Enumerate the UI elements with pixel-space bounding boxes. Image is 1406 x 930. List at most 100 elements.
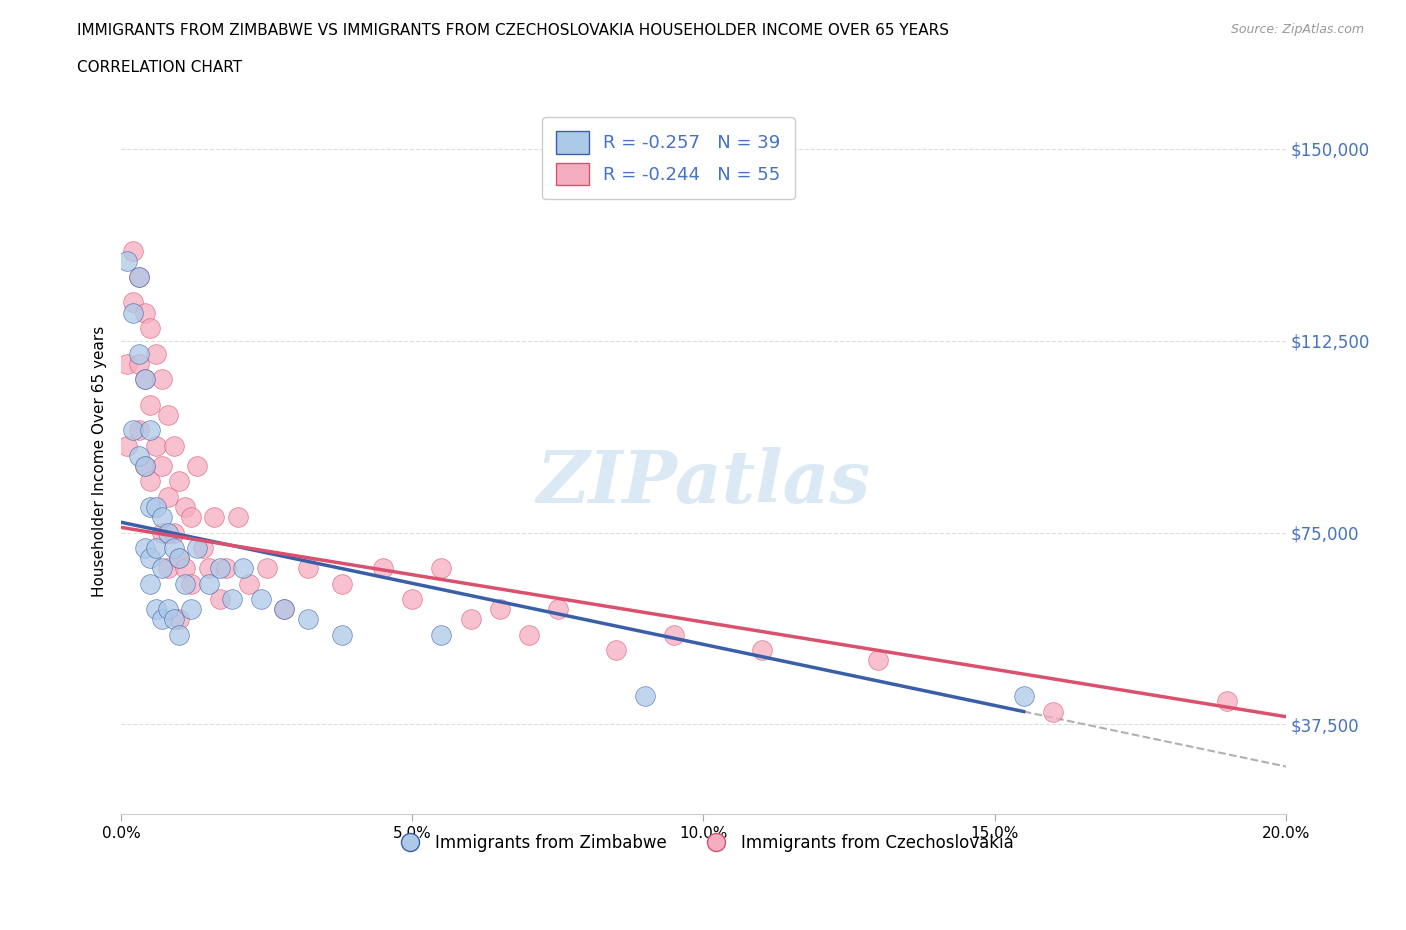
- Point: [128, 356, 150, 371]
- Point: [191, 540, 214, 555]
- Point: [134, 540, 156, 555]
- Point: [145, 346, 167, 361]
- Point: [186, 458, 208, 473]
- Point: [134, 372, 156, 387]
- Point: [226, 510, 249, 525]
- Point: [180, 602, 202, 617]
- Point: [460, 612, 482, 627]
- Point: [430, 628, 453, 643]
- Point: [139, 474, 162, 489]
- Legend: Immigrants from Zimbabwe, Immigrants from Czechoslovakia: Immigrants from Zimbabwe, Immigrants fro…: [387, 827, 1021, 858]
- Point: [197, 577, 219, 591]
- Point: [215, 561, 238, 576]
- Point: [150, 510, 173, 525]
- Point: [373, 561, 395, 576]
- Point: [180, 577, 202, 591]
- Point: [145, 438, 167, 453]
- Point: [401, 591, 423, 606]
- Point: [332, 577, 354, 591]
- Point: [202, 510, 225, 525]
- Point: [162, 525, 184, 540]
- Point: [145, 602, 167, 617]
- Point: [150, 612, 173, 627]
- Point: [121, 295, 143, 310]
- Point: [209, 561, 232, 576]
- Point: [169, 474, 191, 489]
- Point: [186, 540, 208, 555]
- Point: [150, 458, 173, 473]
- Point: [517, 628, 540, 643]
- Point: [488, 602, 510, 617]
- Point: [128, 270, 150, 285]
- Point: [174, 577, 197, 591]
- Point: [139, 321, 162, 336]
- Point: [605, 643, 627, 658]
- Point: [139, 423, 162, 438]
- Point: [547, 602, 569, 617]
- Text: Source: ZipAtlas.com: Source: ZipAtlas.com: [1230, 23, 1364, 36]
- Point: [115, 356, 138, 371]
- Point: [115, 254, 138, 269]
- Point: [156, 602, 179, 617]
- Point: [150, 525, 173, 540]
- Point: [156, 407, 179, 422]
- Point: [256, 561, 278, 576]
- Point: [121, 305, 143, 320]
- Point: [150, 561, 173, 576]
- Point: [134, 458, 156, 473]
- Point: [156, 525, 179, 540]
- Point: [115, 438, 138, 453]
- Point: [1042, 704, 1064, 719]
- Point: [634, 689, 657, 704]
- Point: [169, 551, 191, 565]
- Point: [174, 499, 197, 514]
- Point: [145, 540, 167, 555]
- Point: [297, 561, 319, 576]
- Point: [197, 561, 219, 576]
- Point: [169, 551, 191, 565]
- Point: [297, 612, 319, 627]
- Point: [162, 612, 184, 627]
- Point: [128, 423, 150, 438]
- Point: [121, 244, 143, 259]
- Point: [128, 346, 150, 361]
- Point: [150, 372, 173, 387]
- Point: [751, 643, 773, 658]
- Text: ZIPatlas: ZIPatlas: [536, 446, 870, 518]
- Point: [128, 270, 150, 285]
- Point: [139, 397, 162, 412]
- Point: [174, 561, 197, 576]
- Point: [162, 540, 184, 555]
- Point: [128, 448, 150, 463]
- Point: [1012, 689, 1035, 704]
- Point: [1216, 694, 1239, 709]
- Point: [139, 577, 162, 591]
- Point: [250, 591, 273, 606]
- Y-axis label: Householder Income Over 65 years: Householder Income Over 65 years: [93, 326, 107, 596]
- Point: [209, 591, 232, 606]
- Point: [430, 561, 453, 576]
- Point: [139, 551, 162, 565]
- Point: [121, 423, 143, 438]
- Point: [156, 489, 179, 504]
- Point: [273, 602, 295, 617]
- Point: [332, 628, 354, 643]
- Point: [156, 561, 179, 576]
- Point: [221, 591, 243, 606]
- Point: [238, 577, 260, 591]
- Point: [134, 372, 156, 387]
- Point: [139, 499, 162, 514]
- Point: [169, 628, 191, 643]
- Point: [134, 305, 156, 320]
- Point: [273, 602, 295, 617]
- Point: [180, 510, 202, 525]
- Point: [134, 458, 156, 473]
- Text: CORRELATION CHART: CORRELATION CHART: [77, 60, 242, 75]
- Point: [162, 438, 184, 453]
- Point: [232, 561, 254, 576]
- Point: [664, 628, 686, 643]
- Point: [868, 653, 890, 668]
- Point: [169, 612, 191, 627]
- Text: IMMIGRANTS FROM ZIMBABWE VS IMMIGRANTS FROM CZECHOSLOVAKIA HOUSEHOLDER INCOME OV: IMMIGRANTS FROM ZIMBABWE VS IMMIGRANTS F…: [77, 23, 949, 38]
- Point: [145, 499, 167, 514]
